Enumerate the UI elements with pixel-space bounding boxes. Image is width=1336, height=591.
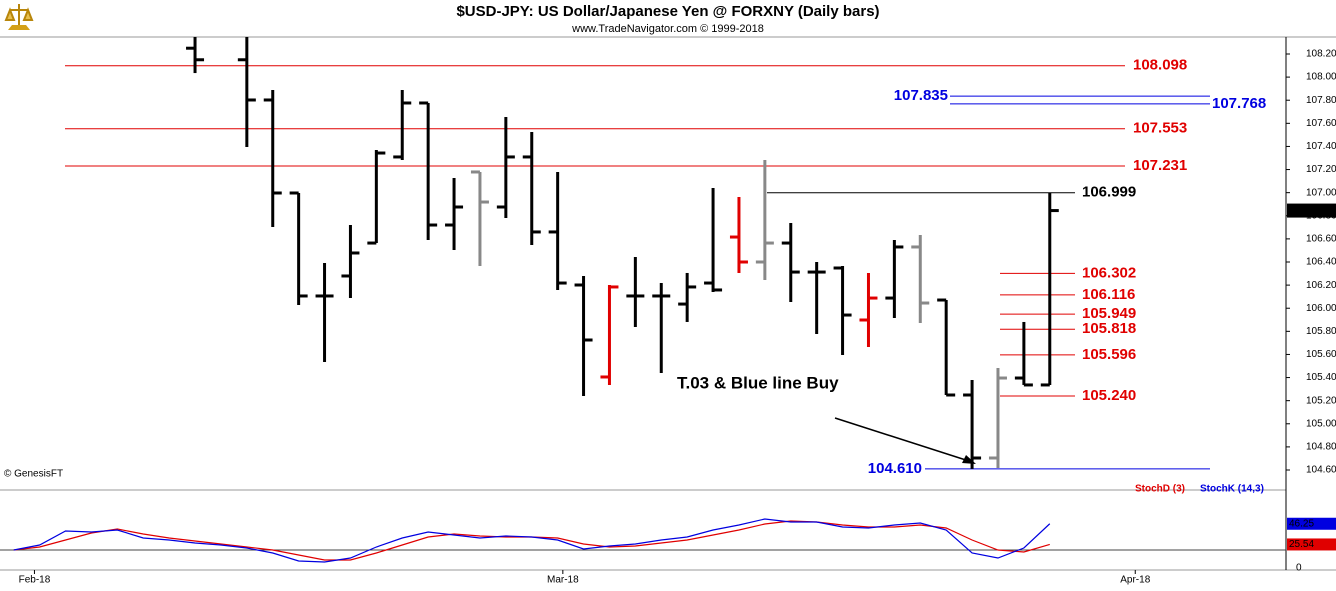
annotation: T.03 & Blue line Buy (677, 373, 839, 392)
y-tick-label: 108.200 (1306, 49, 1336, 60)
y-tick-label: 107.600 (1306, 118, 1336, 129)
level-label: 107.768 (1212, 95, 1266, 112)
level-label: 105.949 (1082, 305, 1136, 322)
y-tick-label: 106.200 (1306, 280, 1336, 291)
last-price-label: 106.845 (1290, 205, 1327, 216)
y-tick-label: 104.800 (1306, 442, 1336, 453)
y-tick-label: 107.200 (1306, 164, 1336, 175)
y-tick-label: 105.600 (1306, 349, 1336, 360)
last-price-box (1287, 203, 1336, 218)
chart-title: $USD-JPY: US Dollar/Japanese Yen @ FORXN… (456, 3, 879, 20)
level-label: 107.231 (1133, 157, 1187, 174)
level-label: 105.818 (1082, 320, 1136, 337)
chart-subtitle: www.TradeNavigator.com © 1999-2018 (571, 23, 764, 35)
credit: © GenesisFT (4, 469, 63, 480)
y-tick-label: 107.400 (1306, 141, 1336, 152)
stoch-last-box (1287, 538, 1336, 551)
y-tick-label: 0 (1296, 563, 1302, 574)
y-tick-label: 107.000 (1306, 187, 1336, 198)
y-tick-label: 105.800 (1306, 326, 1336, 337)
legend-entry: StochK (14,3) (1200, 484, 1264, 495)
y-tick-label: 106.000 (1306, 303, 1336, 314)
x-tick-label: Feb-18 (19, 575, 51, 586)
bars (186, 37, 1059, 469)
stoch-last-box (1287, 517, 1336, 530)
level-label: 106.302 (1082, 264, 1136, 281)
level-label: 105.240 (1082, 387, 1136, 404)
stoch-last-label: 25.54 (1289, 539, 1314, 550)
x-tick-label: Mar-18 (547, 575, 579, 586)
y-tick-label: 105.000 (1306, 418, 1336, 429)
level-label: 108.098 (1133, 57, 1187, 74)
x-tick-label: Apr-18 (1120, 575, 1150, 586)
level-label: 106.999 (1082, 184, 1136, 201)
level-label: 106.116 (1082, 286, 1135, 303)
y-tick-label: 104.600 (1306, 465, 1336, 476)
stoch-line (13, 518, 1051, 563)
y-tick-label: 106.400 (1306, 257, 1336, 268)
y-tick-label: 105.200 (1306, 395, 1336, 406)
y-tick-label: 105.400 (1306, 372, 1336, 383)
y-tick-label: 106.600 (1306, 234, 1336, 245)
logo (4, 4, 34, 30)
level-label: 104.610 (868, 460, 922, 477)
level-label: 105.596 (1082, 346, 1136, 363)
y-tick-label: 107.800 (1306, 95, 1336, 106)
stoch-last-label: 46.25 (1289, 518, 1314, 529)
level-label: 107.835 (894, 87, 948, 104)
level-label: 107.553 (1133, 120, 1187, 137)
legend-entry: StochD (3) (1135, 484, 1185, 495)
y-tick-label: 108.000 (1306, 72, 1336, 83)
